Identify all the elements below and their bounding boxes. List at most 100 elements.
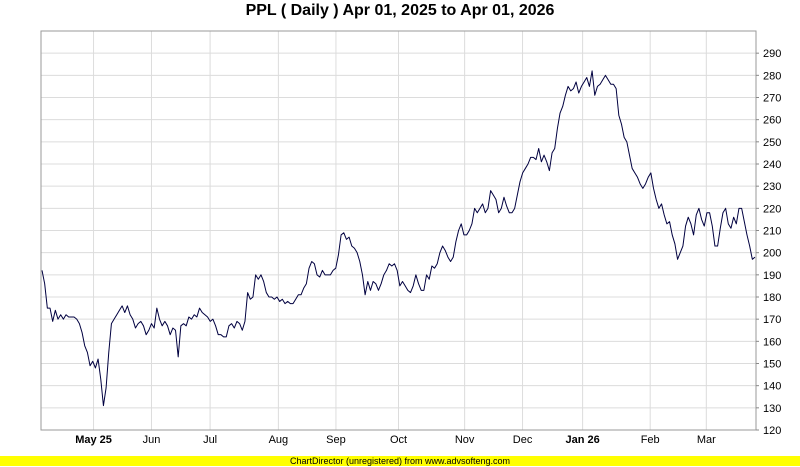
data-point xyxy=(600,84,601,85)
data-point xyxy=(608,79,609,80)
data-point xyxy=(290,303,291,304)
data-point xyxy=(244,321,245,322)
data-point xyxy=(573,88,574,89)
data-point xyxy=(260,274,261,275)
data-point xyxy=(413,285,414,286)
data-point xyxy=(148,330,149,331)
data-point xyxy=(538,148,539,149)
data-point xyxy=(650,172,651,173)
data-point xyxy=(370,290,371,291)
y-tick-label: 240 xyxy=(763,159,781,171)
data-point xyxy=(674,243,675,244)
data-point xyxy=(501,208,502,209)
data-point xyxy=(255,274,256,275)
data-point xyxy=(188,316,189,317)
data-point xyxy=(434,268,435,269)
data-point xyxy=(594,95,595,96)
data-point xyxy=(730,228,731,229)
y-tick-label: 200 xyxy=(763,248,781,260)
data-point xyxy=(610,84,611,85)
data-point xyxy=(298,294,299,295)
data-point xyxy=(706,212,707,213)
data-point xyxy=(485,212,486,213)
x-tick-label: Sep xyxy=(326,434,346,446)
data-point xyxy=(95,367,96,368)
data-point xyxy=(63,319,64,320)
data-point xyxy=(415,274,416,275)
data-point xyxy=(111,323,112,324)
data-point xyxy=(439,252,440,253)
data-point xyxy=(717,245,718,246)
data-point xyxy=(466,234,467,235)
data-point xyxy=(308,268,309,269)
x-tick-label: Aug xyxy=(269,434,289,446)
x-tick-label: Jun xyxy=(143,434,161,446)
x-tick-label: Nov xyxy=(455,434,475,446)
data-point xyxy=(551,152,552,153)
data-point xyxy=(143,325,144,326)
data-point xyxy=(575,81,576,82)
data-point xyxy=(327,274,328,275)
data-point xyxy=(519,181,520,182)
data-point xyxy=(156,307,157,308)
data-point xyxy=(41,270,42,271)
data-point xyxy=(354,248,355,249)
data-point xyxy=(672,234,673,235)
y-tick-label: 290 xyxy=(763,48,781,60)
data-point xyxy=(543,155,544,156)
data-point xyxy=(114,319,115,320)
data-point xyxy=(295,299,296,300)
data-point xyxy=(624,137,625,138)
data-point xyxy=(124,312,125,313)
data-point xyxy=(250,299,251,300)
data-point xyxy=(597,86,598,87)
data-point xyxy=(421,290,422,291)
x-tick-label: May 25 xyxy=(75,434,112,446)
data-point xyxy=(405,285,406,286)
data-point xyxy=(316,274,317,275)
y-tick-label: 150 xyxy=(763,359,781,371)
data-point xyxy=(693,234,694,235)
data-point xyxy=(530,157,531,158)
data-point xyxy=(324,274,325,275)
x-tick-label: Jul xyxy=(203,434,217,446)
data-point xyxy=(47,307,48,308)
data-point xyxy=(57,319,58,320)
data-point xyxy=(685,225,686,226)
data-point xyxy=(463,234,464,235)
data-point xyxy=(338,254,339,255)
data-point xyxy=(122,305,123,306)
data-point xyxy=(733,217,734,218)
x-tick-label: Jan 26 xyxy=(565,434,599,446)
data-point xyxy=(263,281,264,282)
data-point xyxy=(634,172,635,173)
y-tick-label: 230 xyxy=(763,181,781,193)
data-point xyxy=(605,75,606,76)
data-point xyxy=(207,316,208,317)
data-point xyxy=(565,95,566,96)
data-point xyxy=(461,223,462,224)
data-point xyxy=(559,112,560,113)
y-axis: 120 130 140 150 160 170 180 190 200 210 220 230 240 2… xyxy=(756,48,781,437)
data-point xyxy=(340,234,341,235)
data-point xyxy=(506,206,507,207)
data-point xyxy=(194,314,195,315)
data-point xyxy=(514,208,515,209)
data-point xyxy=(498,212,499,213)
data-point xyxy=(653,188,654,189)
x-tick-label: Feb xyxy=(641,434,660,446)
data-point xyxy=(247,292,248,293)
data-point xyxy=(303,288,304,289)
data-point xyxy=(578,92,579,93)
data-point xyxy=(196,316,197,317)
data-point xyxy=(332,270,333,271)
x-tick-label: Oct xyxy=(390,434,407,446)
data-point xyxy=(640,183,641,184)
data-point xyxy=(79,323,80,324)
data-point xyxy=(49,307,50,308)
data-point xyxy=(223,336,224,337)
data-point xyxy=(386,270,387,271)
data-point xyxy=(629,155,630,156)
data-point xyxy=(119,310,120,311)
data-point xyxy=(648,177,649,178)
